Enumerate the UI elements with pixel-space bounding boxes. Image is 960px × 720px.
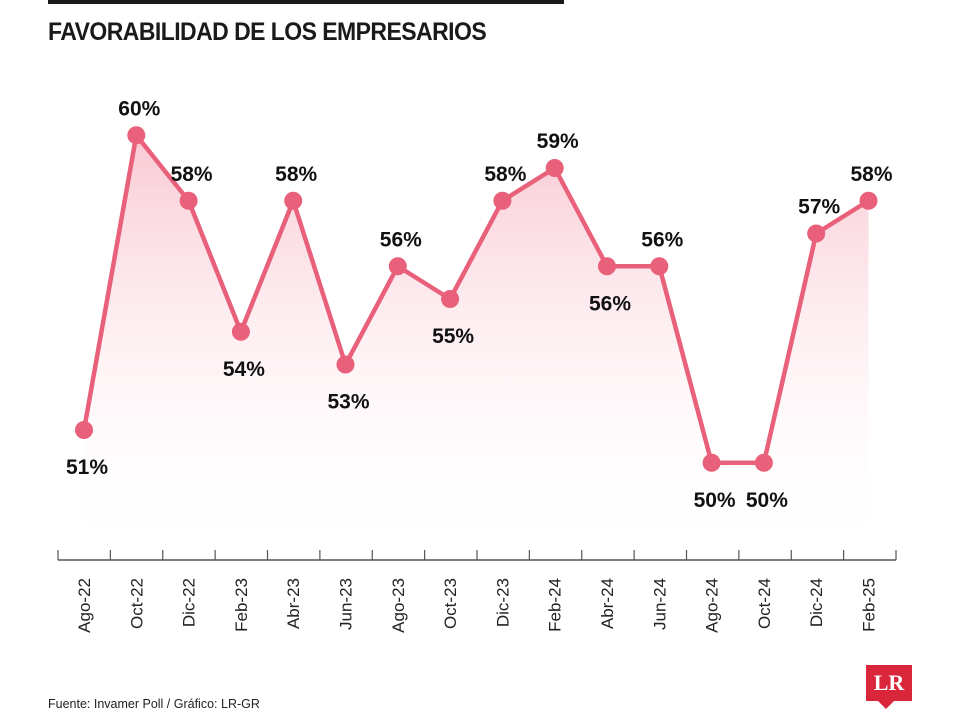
data-label-oct-24: 50%: [746, 489, 788, 512]
data-label-ago-24: 50%: [694, 489, 736, 512]
x-tick-label-ago-24: Ago-24: [703, 578, 722, 633]
x-tick-label-dic-23: Dic-23: [493, 578, 512, 627]
data-point-oct-24: [754, 453, 773, 472]
chart-title: FAVORABILIDAD DE LOS EMPRESARIOS: [48, 18, 487, 46]
logo-tail-shape: [878, 701, 894, 709]
area-fill: [84, 135, 869, 560]
x-tick-label-feb-25: Feb-25: [860, 578, 879, 632]
data-point-dic-23: [493, 191, 512, 210]
x-tick-label-feb-23: Feb-23: [232, 578, 251, 632]
x-tick-label-oct-22: Oct-22: [127, 578, 146, 629]
data-label-ago-23: 56%: [380, 228, 422, 251]
data-label-feb-24: 59%: [537, 130, 579, 153]
data-point-feb-25: [859, 191, 878, 210]
x-tick-label-feb-24: Feb-24: [546, 578, 565, 632]
data-point-oct-22: [127, 126, 146, 145]
data-label-oct-23: 55%: [432, 325, 474, 348]
data-point-ago-22: [75, 421, 93, 439]
x-tick-label-oct-23: Oct-23: [441, 578, 460, 629]
logo-text: LR: [866, 665, 912, 701]
data-point-ago-24: [702, 453, 721, 472]
data-label-abr-24: 56%: [589, 292, 631, 315]
x-tick-label-jun-24: Jun-24: [650, 578, 669, 630]
line-chart: 51% 60% 58% 54% 58% 53% 56% 55% 58% 59% 56% 56% 50% 5…: [57, 97, 897, 633]
data-point-feb-23: [231, 322, 250, 341]
data-label-ago-22: 51%: [66, 456, 108, 479]
title-rule: [48, 0, 564, 4]
x-tick-label-abr-23: Abr-23: [284, 578, 303, 629]
data-label-abr-23: 58%: [275, 163, 317, 186]
x-tick-label-dic-22: Dic-22: [180, 578, 199, 627]
data-point-abr-24: [598, 257, 616, 276]
data-label-jun-24: 56%: [641, 228, 683, 251]
x-tick-label-oct-24: Oct-24: [755, 578, 774, 629]
data-label-jun-23: 53%: [327, 391, 369, 414]
x-tick-label-ago-22: Ago-22: [75, 578, 94, 633]
data-point-ago-23: [388, 257, 407, 276]
data-point-dic-22: [179, 191, 198, 210]
data-label-dic-24: 57%: [798, 196, 840, 219]
source-note: Fuente: Invamer Poll / Gráfico: LR-GR: [48, 697, 260, 711]
x-tick-label-ago-23: Ago-23: [389, 578, 408, 633]
data-point-jun-24: [650, 257, 669, 276]
lr-logo: LR: [866, 665, 912, 709]
data-label-feb-25: 58%: [850, 163, 892, 186]
x-tick-label-abr-24: Abr-24: [598, 578, 617, 629]
data-label-dic-23: 58%: [484, 163, 526, 186]
x-tick-label-dic-24: Dic-24: [807, 578, 826, 627]
x-tick-label-jun-23: Jun-23: [337, 578, 356, 630]
data-label-feb-23: 54%: [223, 358, 265, 381]
data-point-oct-23: [441, 290, 460, 308]
series-line: [81, 133, 871, 465]
data-point-jun-23: [336, 355, 355, 374]
data-label-dic-22: 58%: [171, 163, 213, 186]
data-label-oct-22: 60%: [118, 97, 160, 120]
data-point-abr-23: [284, 191, 303, 210]
data-point-dic-24: [807, 224, 826, 243]
data-point-feb-24: [545, 159, 564, 177]
